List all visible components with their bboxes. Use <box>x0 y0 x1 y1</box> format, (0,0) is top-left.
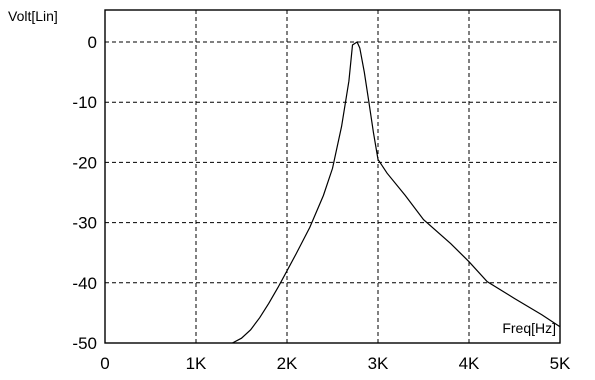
x-tick-label: 3K <box>368 354 389 373</box>
y-tick-label: 0 <box>88 33 97 52</box>
x-tick-label: 1K <box>186 354 207 373</box>
x-tick-labels: 0 1K 2K 3K 4K 5K <box>100 354 571 373</box>
y-tick-label: -50 <box>72 334 97 353</box>
y-tick-label: -20 <box>72 153 97 172</box>
x-tick-label: 4K <box>459 354 480 373</box>
x-tick-label: 0 <box>100 354 109 373</box>
y-tick-labels: 0 -10 -20 -30 -40 -50 <box>72 33 97 353</box>
y-tick-label: -30 <box>72 214 97 233</box>
y-axis-label: Volt[Lin] <box>8 8 58 24</box>
grid-lines <box>105 10 560 343</box>
plot-frame <box>104 9 561 344</box>
series-line <box>232 41 561 344</box>
x-axis-label: Freq[Hz] <box>502 320 556 336</box>
x-tick-label: 5K <box>550 354 571 373</box>
y-tick-label: -10 <box>72 93 97 112</box>
y-tick-label: -40 <box>72 274 97 293</box>
x-tick-label: 2K <box>277 354 298 373</box>
